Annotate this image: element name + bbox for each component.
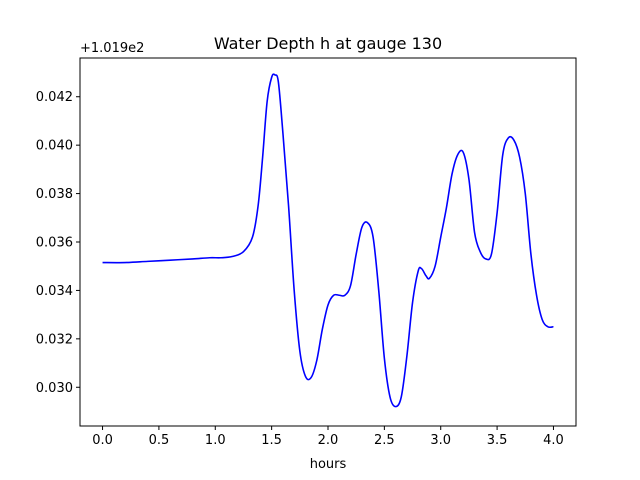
y-tick-label: 0.032 — [36, 332, 73, 347]
x-tick-label: 2.0 — [318, 433, 339, 448]
chart-title: Water Depth h at gauge 130 — [214, 34, 442, 53]
x-tick-label: 0.0 — [92, 433, 113, 448]
x-axis-label: hours — [310, 457, 347, 472]
x-tick-label: 0.5 — [149, 433, 170, 448]
x-tick-label: 1.0 — [205, 433, 226, 448]
x-tick-label: 4.0 — [543, 433, 564, 448]
y-tick-label: 0.036 — [36, 236, 73, 251]
y-tick-label: 0.042 — [36, 90, 73, 105]
x-tick-label: 3.0 — [430, 433, 451, 448]
plot-area: 0.0 0.5 1.0 1.5 2.0 2.5 3.0 3.5 4.0 0.030 0.032 0.0… — [36, 57, 577, 448]
y-tick-label: 0.034 — [36, 284, 73, 299]
x-tick-label: 2.5 — [374, 433, 395, 448]
x-tick-label: 1.5 — [261, 433, 282, 448]
x-tick-label: 3.5 — [487, 433, 508, 448]
y-axis-offset-label: +1.019e2 — [80, 41, 144, 56]
y-tick-label: 0.030 — [36, 381, 73, 396]
series-line-0 — [102, 73, 554, 408]
y-tick-label: 0.038 — [36, 187, 73, 202]
y-tick-label: 0.040 — [36, 139, 73, 154]
